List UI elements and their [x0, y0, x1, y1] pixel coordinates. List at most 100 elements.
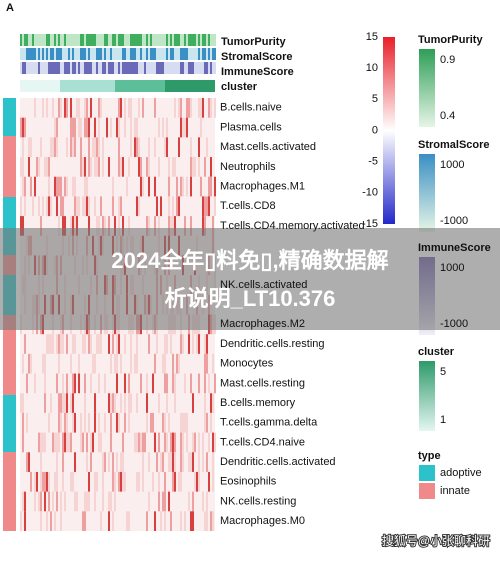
heat-cell — [146, 511, 148, 531]
annotation-cell — [202, 48, 204, 60]
heat-cell — [112, 393, 114, 413]
heat-cell — [72, 137, 74, 158]
heat-cell — [136, 393, 138, 413]
heat-cell — [26, 412, 28, 433]
annotation-cell — [188, 48, 190, 60]
heat-cell — [98, 157, 100, 177]
annotation-cell — [176, 48, 178, 60]
legend-label: 1000 — [440, 262, 464, 274]
annotation-cell — [52, 34, 54, 46]
heat-cell — [126, 511, 128, 531]
heat-cell — [162, 452, 164, 472]
heat-cell — [176, 176, 178, 197]
heat-cell — [44, 373, 46, 394]
heat-cell — [40, 471, 42, 492]
heat-cell — [112, 471, 114, 492]
annotation-cell — [148, 62, 150, 74]
heat-cell — [60, 98, 62, 118]
heat-cell — [76, 196, 78, 217]
annotation-label: StromalScore — [221, 51, 293, 63]
annotation-cell — [204, 48, 206, 60]
heat-cell — [206, 491, 208, 512]
heat-cell — [200, 117, 202, 138]
annotation-cell — [134, 34, 136, 46]
heat-cell — [152, 412, 154, 433]
annotation-cell — [202, 62, 204, 74]
heat-cell — [22, 491, 24, 512]
heat-cell — [112, 511, 114, 531]
heat-cell — [86, 452, 88, 472]
heat-cell — [34, 491, 36, 512]
heat-cell — [90, 157, 92, 177]
heat-cell — [72, 216, 74, 236]
annotation-cell — [168, 34, 170, 46]
heat-cell — [154, 353, 156, 374]
heat-cell — [210, 176, 212, 197]
annotation-cell — [82, 48, 84, 60]
heat-cell — [148, 452, 150, 472]
annotation-cell — [40, 48, 42, 60]
heat-cell — [190, 176, 192, 197]
annotation-cell — [142, 48, 144, 60]
type-cell — [3, 136, 16, 197]
heat-cell — [168, 216, 170, 236]
annotation-cell — [192, 48, 194, 60]
annotation-cell — [166, 48, 168, 60]
heat-cell — [178, 471, 180, 492]
row-label: Neutrophils — [220, 161, 276, 173]
heat-cell — [40, 216, 42, 236]
annotation-cell — [204, 62, 206, 74]
heat-cell — [186, 412, 188, 433]
heat-cell — [22, 176, 24, 197]
heat-cell — [66, 393, 68, 413]
annotation-cell — [122, 34, 124, 46]
annotation-cell — [166, 62, 168, 74]
annotation-cell — [22, 48, 24, 60]
annotation-cell — [64, 48, 66, 60]
heat-cell — [144, 432, 146, 453]
row-label: Dendritic.cells.activated — [220, 456, 336, 468]
heat-cell — [128, 511, 130, 531]
heat-cell — [72, 471, 74, 492]
heat-cell — [190, 157, 192, 177]
annotation-cell — [92, 48, 94, 60]
heat-cell — [164, 412, 166, 433]
heat-cell — [60, 393, 62, 413]
heat-cell — [120, 98, 122, 118]
annotation-cell — [110, 62, 112, 74]
heat-cell — [146, 373, 148, 394]
annotation-cell — [74, 48, 76, 60]
annotation-cell — [130, 34, 132, 46]
heat-cell — [204, 412, 206, 433]
heat-cell — [58, 334, 60, 354]
annotation-cell — [76, 34, 78, 46]
heat-cell — [170, 511, 172, 531]
heat-cell — [116, 373, 118, 394]
heat-cell — [42, 471, 44, 492]
annotation-cell — [26, 34, 28, 46]
annotation-cell — [64, 34, 66, 46]
annotation-cell — [26, 48, 28, 60]
heat-cell — [104, 452, 106, 472]
annotation-cell — [160, 48, 162, 60]
heat-cell — [162, 412, 164, 433]
heat-cell — [30, 176, 32, 197]
heat-cell — [122, 452, 124, 472]
annotation-cell — [46, 34, 48, 46]
heat-cell — [164, 511, 166, 531]
heat-cell — [116, 353, 118, 374]
heat-cell — [206, 196, 208, 217]
annotation-cell — [46, 62, 48, 74]
heat-cell — [20, 216, 22, 236]
heat-cell — [140, 176, 142, 197]
heat-cell — [56, 432, 58, 453]
heat-cell — [104, 216, 106, 236]
heat-cell — [128, 216, 130, 236]
heat-cell — [114, 393, 116, 413]
annotation-cell — [72, 34, 74, 46]
annotation-cell — [124, 34, 126, 46]
annotation-cell — [56, 62, 58, 74]
heat-cell — [120, 471, 122, 492]
heat-cell — [100, 511, 102, 531]
heat-cell — [168, 412, 170, 433]
